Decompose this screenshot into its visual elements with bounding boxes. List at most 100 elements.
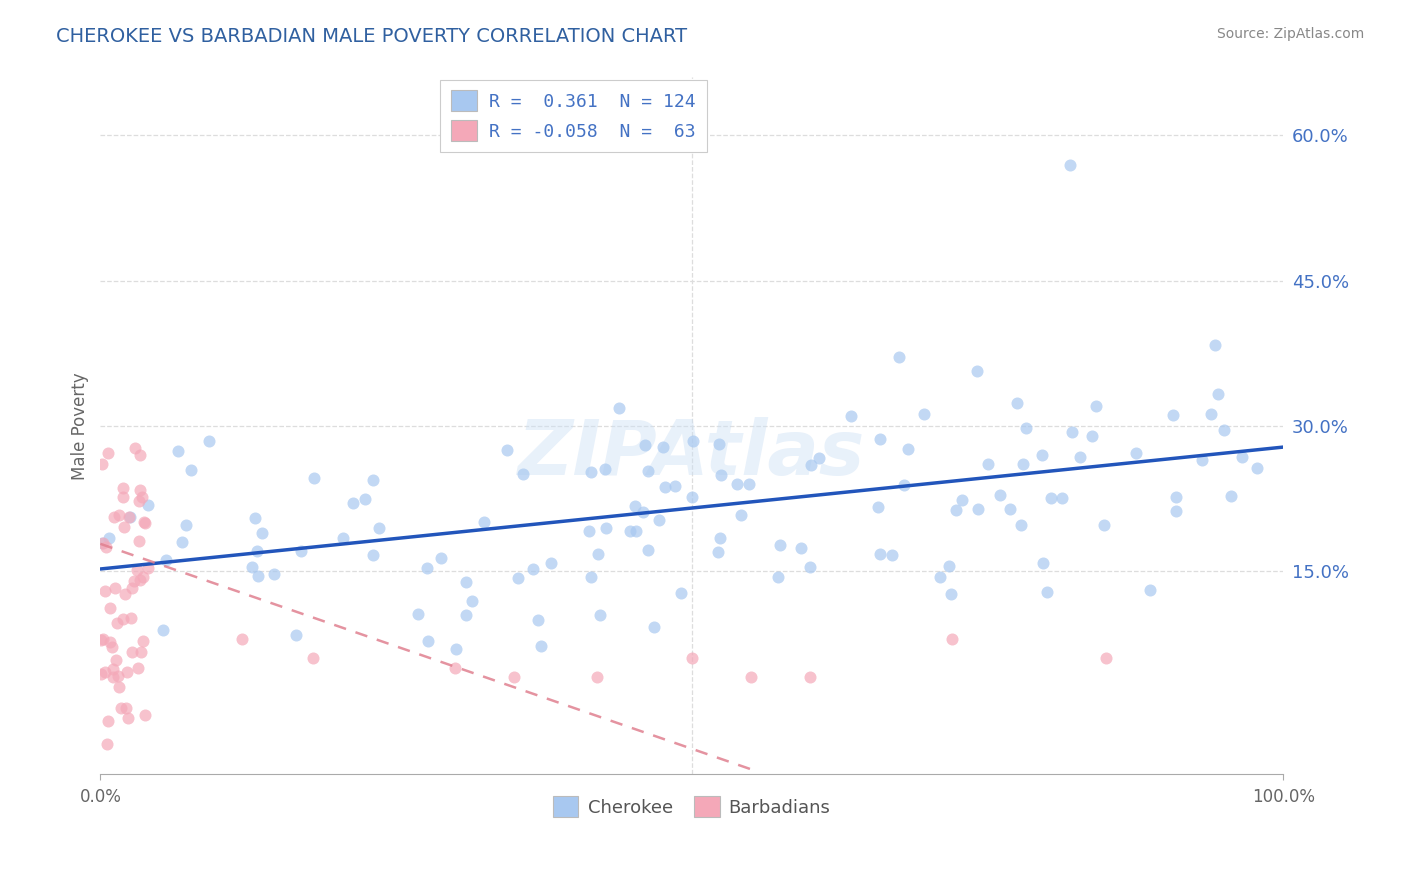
Point [263,566,285,581]
Point [938,559,960,574]
Point [652,440,675,454]
Point [682,434,704,449]
Point [112,482,135,496]
Point [941,632,963,646]
Point [406,607,429,621]
Point [472,515,495,529]
Point [634,438,657,452]
Point [506,571,529,585]
Point [246,568,269,582]
Text: ZIPAtlas: ZIPAtlas [519,417,866,491]
Point [90,632,112,647]
Point [654,480,676,494]
Point [107,669,129,683]
Point [131,570,153,584]
Point [124,441,146,455]
Point [790,541,813,555]
Point [1050,491,1073,505]
Point [240,560,263,574]
Point [998,501,1021,516]
Point [1040,491,1063,505]
Point [416,560,439,574]
Point [91,632,114,647]
Point [681,490,703,504]
Point [121,582,143,596]
Point [101,670,124,684]
Point [111,612,134,626]
Point [869,432,891,446]
Point [839,409,862,423]
Point [231,632,253,646]
Point [766,570,789,584]
Point [125,563,148,577]
Point [120,611,142,625]
Point [91,458,114,472]
Point [593,462,616,476]
Point [128,494,150,508]
Point [245,510,267,524]
Point [633,505,655,519]
Point [967,501,990,516]
Text: Source: ZipAtlas.com: Source: ZipAtlas.com [1216,27,1364,41]
Point [928,569,950,583]
Point [155,553,177,567]
Point [637,542,659,557]
Point [1213,423,1236,437]
Point [1012,457,1035,471]
Point [134,516,156,530]
Point [138,498,160,512]
Point [1032,556,1054,570]
Point [342,496,364,510]
Point [707,545,730,559]
Point [808,450,831,465]
Point [131,634,153,648]
Point [1015,421,1038,435]
Point [1161,408,1184,422]
Point [912,407,935,421]
Point [112,519,135,533]
Point [246,544,269,558]
Point [134,707,156,722]
Point [624,499,647,513]
Point [115,665,138,679]
Point [740,670,762,684]
Point [128,483,150,498]
Point [128,448,150,462]
Point [709,531,731,545]
Point [950,493,973,508]
Point [1084,399,1107,413]
Point [527,614,550,628]
Point [738,477,761,491]
Point [94,665,117,680]
Point [103,662,125,676]
Point [710,468,733,483]
Point [1219,489,1241,503]
Point [108,680,131,694]
Point [117,711,139,725]
Point [1139,582,1161,597]
Point [1230,450,1253,464]
Point [800,458,823,472]
Point [681,651,703,665]
Point [619,524,641,538]
Point [1204,337,1226,351]
Point [174,517,197,532]
Point [131,645,153,659]
Point [167,444,190,458]
Point [96,737,118,751]
Point [94,584,117,599]
Point [988,488,1011,502]
Point [444,661,467,675]
Point [302,651,325,665]
Point [128,534,150,549]
Point [180,463,202,477]
Point [880,548,903,562]
Point [97,714,120,728]
Point [624,524,647,538]
Point [1201,408,1223,422]
Point [98,600,121,615]
Point [522,562,544,576]
Y-axis label: Male Poverty: Male Poverty [72,372,89,480]
Point [607,401,630,415]
Point [104,581,127,595]
